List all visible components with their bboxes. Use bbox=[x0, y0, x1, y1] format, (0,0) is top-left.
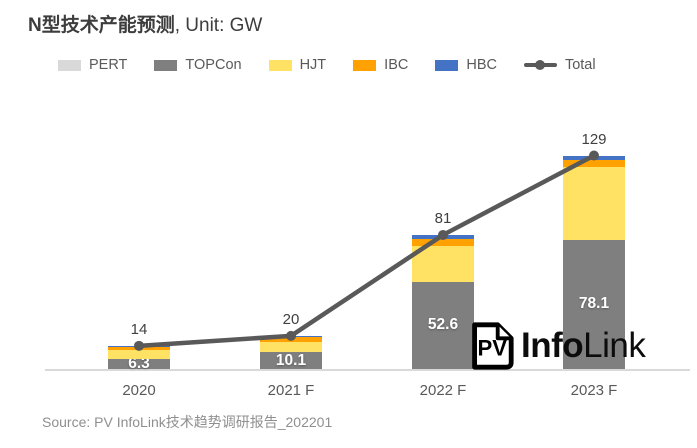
bar-segment-topcon-2020: 6.3 bbox=[108, 355, 170, 372]
legend-line-marker bbox=[523, 60, 557, 70]
wordmark-link: Link bbox=[583, 326, 646, 365]
total-value-label: 20 bbox=[282, 310, 300, 328]
topcon-value-label: 6.3 bbox=[128, 354, 150, 372]
total-value-label: 14 bbox=[130, 320, 148, 338]
x-axis-label-2021F: 2021 F bbox=[267, 382, 315, 399]
total-value-label: 81 bbox=[434, 209, 452, 227]
x-axis-label-2022F: 2022 F bbox=[419, 382, 467, 399]
legend-label: PERT bbox=[89, 57, 128, 73]
source-note: Source: PV InfoLink技术趋势调研报告_202201 bbox=[42, 414, 333, 430]
topcon-value-label: 10.1 bbox=[275, 351, 307, 369]
x-axis-line bbox=[45, 369, 690, 371]
chart-title-unit: , Unit: GW bbox=[174, 15, 263, 36]
legend-label: IBC bbox=[384, 57, 409, 73]
x-axis-label-2020: 2020 bbox=[122, 382, 156, 399]
chart-title-main: N型技术产能预测 bbox=[28, 15, 175, 36]
total-value-label: 129 bbox=[581, 130, 607, 148]
bar-segment-ibc-2023F bbox=[563, 160, 625, 168]
legend: PERT TOPCon HJT IBC HBC Total bbox=[58, 57, 596, 73]
legend-label: HBC bbox=[466, 57, 497, 73]
legend-line-dot bbox=[535, 60, 546, 70]
topcon-value-label: 78.1 bbox=[578, 295, 610, 313]
bar-segment-hjt-2023F bbox=[563, 167, 625, 240]
legend-label: HJT bbox=[299, 57, 327, 73]
legend-swatch-topcon bbox=[154, 59, 178, 71]
legend-swatch-hbc bbox=[435, 59, 459, 71]
infolink-wordmark: InfoLink bbox=[521, 320, 646, 372]
pv-badge-text: PV bbox=[477, 336, 507, 361]
bar-segment-ibc-2022F bbox=[412, 238, 474, 246]
legend-item-topcon: TOPCon bbox=[154, 57, 242, 73]
legend-swatch-hjt bbox=[268, 59, 292, 71]
bar-segment-hjt-2022F bbox=[412, 245, 474, 282]
legend-item-hjt: HJT bbox=[268, 57, 327, 73]
pv-badge-icon: PV bbox=[472, 322, 514, 370]
legend-item-total: Total bbox=[523, 57, 596, 73]
bar-segment-hbc-2023F bbox=[563, 155, 625, 161]
chart-title: N型技术产能预测, Unit: GW bbox=[28, 10, 262, 37]
x-axis-label-2023F: 2023 F bbox=[570, 382, 618, 399]
bar-segment-hbc-2022F bbox=[412, 234, 474, 239]
legend-item-hbc: HBC bbox=[435, 57, 497, 73]
bar-segment-ibc-2020 bbox=[108, 346, 170, 351]
bar-segment-hjt-2020 bbox=[108, 350, 170, 359]
pv-infolink-logo: PV InfoLink bbox=[464, 320, 646, 372]
legend-label: TOPCon bbox=[185, 57, 242, 73]
legend-swatch-ibc bbox=[353, 59, 377, 71]
legend-label: Total bbox=[564, 57, 596, 73]
wordmark-info: Info bbox=[521, 326, 584, 365]
legend-item-ibc: IBC bbox=[353, 57, 408, 73]
legend-item-pert: PERT bbox=[58, 57, 127, 73]
legend-swatch-pert bbox=[58, 59, 81, 71]
bar-segment-topcon-2021F: 10.1 bbox=[260, 352, 322, 369]
bar-segment-ibc-2021F bbox=[260, 336, 322, 343]
bar-segment-hbc-2021F bbox=[260, 335, 322, 337]
bar-segment-hjt-2021F bbox=[260, 342, 322, 353]
